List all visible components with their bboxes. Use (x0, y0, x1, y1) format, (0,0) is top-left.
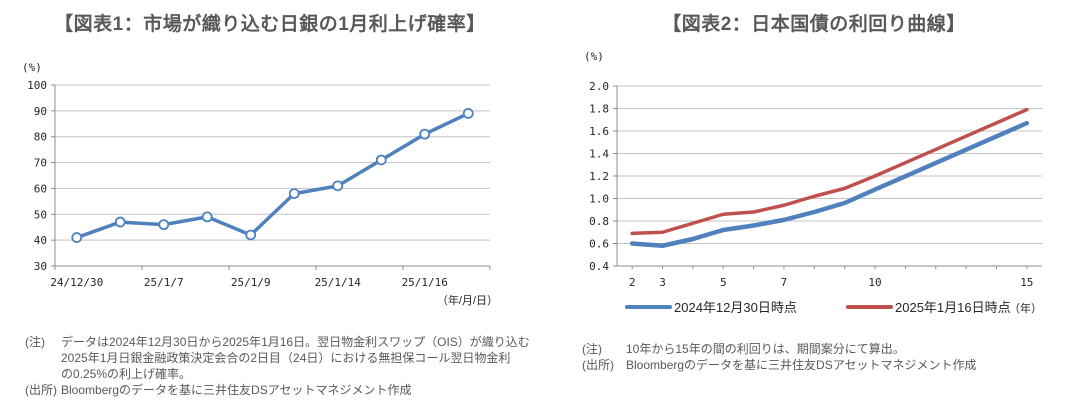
svg-text:（年）: （年） (1009, 301, 1042, 315)
svg-text:25/1/16: 25/1/16 (402, 276, 448, 289)
ois-probability-line (75, 111, 470, 240)
figure1-note-label: (注) (25, 335, 45, 349)
figure1-note-row: (注) データは2024年12月30日から2025年1月16日。翌日物金利スワッ… (25, 334, 530, 382)
x-axis-unit-label: （年） (1009, 301, 1042, 315)
data-point-markers (71, 108, 474, 243)
y-gridlines (55, 84, 490, 241)
x-axis-tick-labels: 24/12/30 25/1/7 25/1/9 25/1/14 25/1/16 (50, 276, 448, 289)
svg-text:15: 15 (1020, 276, 1033, 289)
yield-curve-2025-01-16 (630, 107, 1029, 236)
x-axis-tick-labels: 2 3 5 7 10 15 (629, 276, 1034, 289)
figure2-source-row: (出所) Bloombergのデータを基に三井住友DSアセットマネジメント作成 (582, 357, 1077, 373)
y-axis-unit-label: (%) (584, 50, 604, 63)
svg-text:1.4: 1.4 (589, 148, 609, 161)
svg-text:70: 70 (34, 157, 47, 170)
x-axis-unit-label: （年/月/日） (437, 293, 498, 307)
yield-curve-2024-12-30 (629, 120, 1030, 248)
axes (51, 84, 491, 270)
y-axis-tick-labels: 0.4 0.6 0.8 1.0 1.2 1.4 1.6 1.8 2.0 (589, 80, 609, 273)
figure1-source-row: (出所) Bloombergのデータを基に三井住友DSアセットマネジメント作成 (25, 382, 530, 398)
svg-text:90: 90 (34, 105, 47, 118)
svg-text:(%): (%) (584, 50, 604, 63)
figure2-title: 【図表2：日本国債の利回り曲線】 (662, 14, 966, 35)
svg-text:2025年1月16日時点: 2025年1月16日時点 (895, 300, 1011, 315)
figure1-title: 【図表1：市場が織り込む日銀の1月利上げ確率】 (54, 14, 486, 35)
figure1-note-text: データは2024年12月30日から2025年1月16日。翌日物金利スワップ（OI… (61, 335, 530, 381)
svg-text:1.0: 1.0 (589, 193, 609, 206)
svg-text:2: 2 (629, 276, 636, 289)
svg-text:60: 60 (34, 182, 47, 195)
figure1-source-label: (出所) (25, 383, 57, 397)
svg-text:0.4: 0.4 (589, 260, 609, 273)
y-axis-unit-label: (%) (22, 61, 42, 74)
svg-text:1.2: 1.2 (589, 170, 609, 183)
svg-text:40: 40 (34, 234, 47, 247)
figure1-notes: (注) データは2024年12月30日から2025年1月16日。翌日物金利スワッ… (25, 334, 530, 398)
svg-text:25/1/7: 25/1/7 (144, 276, 184, 289)
svg-text:50: 50 (34, 208, 47, 221)
figure2-panel: 【図表2：日本国債の利回り曲線】 0.4 0.6 0.8 1.0 1.2 1.4 1.6 1.… (544, 0, 1084, 406)
svg-text:100: 100 (27, 79, 47, 92)
figure2-note-row: (注) 10年から15年の間の利回りは、期間案分にて算出。 (582, 341, 1077, 357)
svg-text:25/1/14: 25/1/14 (315, 276, 362, 289)
axes (613, 85, 1042, 269)
svg-text:10: 10 (868, 276, 881, 289)
svg-text:5: 5 (720, 276, 727, 289)
svg-text:（年/月/日）: （年/月/日） (437, 293, 498, 307)
figure2-source-label: (出所) (582, 358, 614, 372)
legend-item-2024-12-30: 2024年12月30日時点 (625, 300, 797, 315)
svg-text:2.0: 2.0 (589, 80, 609, 93)
svg-text:80: 80 (34, 131, 47, 144)
svg-text:7: 7 (781, 276, 788, 289)
figure2-note-text: 10年から15年の間の利回りは、期間案分にて算出。 (626, 342, 905, 356)
legend: 2024年12月30日時点 2025年1月16日時点 (625, 300, 1011, 315)
figure2-note-label: (注) (582, 342, 602, 356)
svg-text:30: 30 (34, 260, 47, 273)
svg-text:0.8: 0.8 (589, 215, 609, 228)
svg-text:1.6: 1.6 (589, 125, 609, 138)
svg-text:(%): (%) (22, 61, 42, 74)
figure1-source-text: Bloombergのデータを基に三井住友DSアセットマネジメント作成 (61, 383, 412, 397)
svg-text:24/12/30: 24/12/30 (50, 276, 103, 289)
figure2-jgb-yield-curve-chart: 0.4 0.6 0.8 1.0 1.2 1.4 1.6 1.8 2.0 (%) 2 3 5 7 10 15 20… (584, 50, 1042, 315)
svg-text:3: 3 (659, 276, 666, 289)
y-axis-tick-labels: 30 40 50 60 70 80 90 100 (27, 79, 47, 273)
y-gridlines (617, 85, 1042, 244)
svg-text:0.6: 0.6 (589, 238, 609, 251)
svg-text:1.8: 1.8 (589, 103, 609, 116)
legend-item-2025-01-16: 2025年1月16日時点 (846, 300, 1011, 315)
figure2-source-text: Bloombergのデータを基に三井住友DSアセットマネジメント作成 (626, 358, 977, 372)
figure1-rate-hike-probability-chart: 30 40 50 60 70 80 90 100 (%) 24/12/30 25/1/7 25/1/9… (22, 61, 498, 307)
figure1-panel: 【図表1：市場が織り込む日銀の1月利上げ確率】 30 40 50 60 70 80 90 10… (0, 0, 540, 406)
svg-text:25/1/9: 25/1/9 (231, 276, 271, 289)
svg-text:2024年12月30日時点: 2024年12月30日時点 (674, 300, 797, 315)
figure2-notes: (注) 10年から15年の間の利回りは、期間案分にて算出。 (出所) Bloom… (582, 341, 1077, 373)
